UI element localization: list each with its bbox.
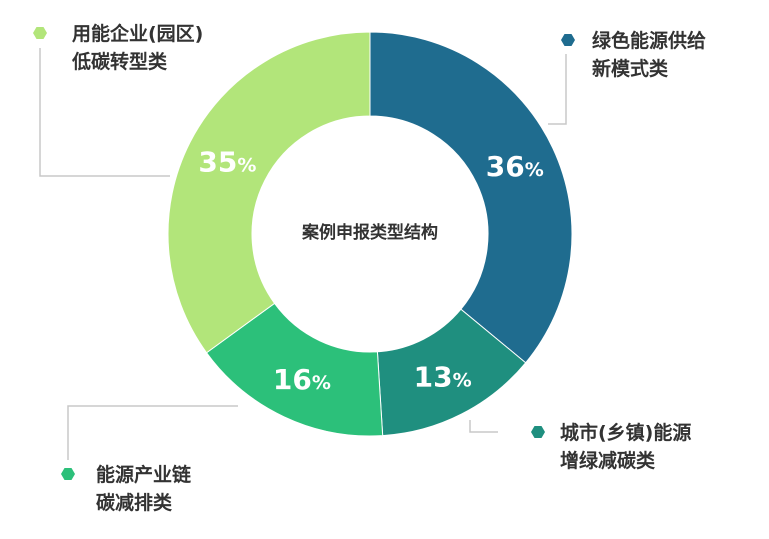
legend-label-1-line-1: 增绿减碳类 [560,449,655,472]
legend-label-2-line-1: 碳减排类 [96,491,172,514]
legend-label-3-line-0: 用能企业(园区) [72,22,203,45]
slice-percent-label-2: 16% [273,363,331,396]
slice-percent-label-0: 36% [486,150,544,183]
slice-percent-label-3: 35% [198,145,256,178]
legend-connector-1 [469,420,498,433]
chart-title: 案例申报类型结构 [301,222,438,243]
legend-label-2-line-0: 能源产业链 [96,463,191,486]
legend-connectors [39,48,567,460]
legend-connector-0 [548,54,567,125]
legend-label-1-line-0: 城市(乡镇)能源 [560,421,691,444]
legend-hexagon-icon-1 [531,425,545,439]
donut-slice-3 [167,31,371,354]
legend-hexagon-icon-2 [61,467,75,481]
legend-label-0-line-1: 新模式类 [592,57,668,80]
legend-hexagon-icon-0 [561,33,575,47]
donut-slice-0 [369,31,573,364]
legend-label-0-line-0: 绿色能源供给 [592,29,706,52]
slice-percent-label-1: 13% [414,361,472,394]
donut-slices [167,31,573,437]
legend-connector-2 [67,405,238,460]
legend-connector-3 [39,48,170,177]
slice-percent-labels: 36% 13% 16% 35% [198,145,543,395]
legend-hexagon-icon-3 [33,26,47,40]
legend-label-3-line-1: 低碳转型类 [71,50,167,73]
